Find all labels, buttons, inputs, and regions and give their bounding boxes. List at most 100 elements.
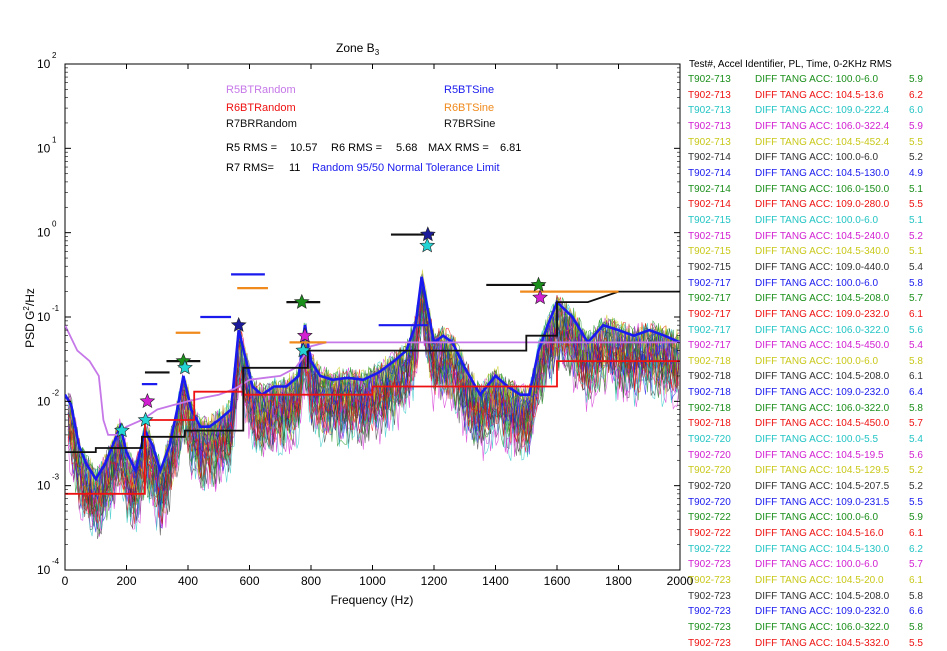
legend-test-id: T902-715 <box>688 244 731 260</box>
legend-accel-desc: DIFF TANG ACC: 106.0-150.0 <box>755 182 889 198</box>
inplot-legend-r7brrandom: R7BRRandom <box>226 118 297 130</box>
legend-accel-desc: DIFF TANG ACC: 106.0-322.0 <box>755 620 889 636</box>
x-tick-label: 0 <box>62 574 69 588</box>
legend-test-id: T902-723 <box>688 573 731 589</box>
legend-accel-desc: DIFF TANG ACC: 100.0-6.0 <box>755 72 878 88</box>
legend-accel-desc: DIFF TANG ACC: 104.5-452.4 <box>755 135 889 151</box>
legend-accel-desc: DIFF TANG ACC: 109.0-232.0 <box>755 307 889 323</box>
legend-test-id: T902-723 <box>688 557 731 573</box>
legend-rms: 6.1 <box>909 307 923 323</box>
legend-test-id: T902-722 <box>688 526 731 542</box>
legend-accel-desc: DIFF TANG ACC: 104.5-332.0 <box>755 636 889 651</box>
legend-rms: 6.2 <box>909 88 923 104</box>
legend-test-id: T902-713 <box>688 88 731 104</box>
y-tick-exponent: 0 <box>52 220 57 229</box>
legend-test-id: T902-720 <box>688 479 731 495</box>
legend-rms: 5.1 <box>909 182 923 198</box>
legend-rms: 5.7 <box>909 291 923 307</box>
y-tick-exponent: 2 <box>52 51 57 60</box>
legend-rms: 6.1 <box>909 573 923 589</box>
legend-accel-desc: DIFF TANG ACC: 104.5-20.0 <box>755 573 884 589</box>
legend-rms: 5.2 <box>909 150 923 166</box>
legend-test-id: T902-720 <box>688 463 731 479</box>
x-tick-label: 1200 <box>421 574 448 588</box>
legend-rms: 5.4 <box>909 260 923 276</box>
legend-rms: 5.8 <box>909 401 923 417</box>
legend-accel-desc: DIFF TANG ACC: 106.0-322.0 <box>755 323 889 339</box>
y-tick-label: 10 <box>37 563 51 577</box>
legend-test-id: T902-720 <box>688 432 731 448</box>
legend-rms: 5.9 <box>909 119 923 135</box>
legend-rms: 5.9 <box>909 72 923 88</box>
legend-accel-desc: DIFF TANG ACC: 104.5-129.5 <box>755 463 889 479</box>
legend-test-id: T902-723 <box>688 589 731 605</box>
legend-rms: 6.1 <box>909 526 923 542</box>
x-tick-label: 200 <box>116 574 136 588</box>
legend-test-id: T902-714 <box>688 197 731 213</box>
inplot-legend-r5btrandom: R5BTRandom <box>226 84 296 96</box>
legend-test-id: T902-714 <box>688 166 731 182</box>
legend-rms: 5.2 <box>909 479 923 495</box>
x-axis-label: Frequency (Hz) <box>331 593 414 607</box>
legend-test-id: T902-714 <box>688 150 731 166</box>
legend-rms: 5.8 <box>909 620 923 636</box>
legend-accel-desc: DIFF TANG ACC: 109.0-232.0 <box>755 604 889 620</box>
legend-test-id: T902-717 <box>688 307 731 323</box>
y-tick-label: 10 <box>37 310 51 324</box>
legend-accel-desc: DIFF TANG ACC: 104.5-207.5 <box>755 479 889 495</box>
legend-test-id: T902-713 <box>688 119 731 135</box>
x-tick-label: 1000 <box>359 574 386 588</box>
legend-accel-desc: DIFF TANG ACC: 104.5-130.0 <box>755 166 889 182</box>
legend-accel-desc: DIFF TANG ACC: 104.5-208.0 <box>755 589 889 605</box>
legend-test-id: T902-717 <box>688 338 731 354</box>
legend-rms: 6.4 <box>909 385 923 401</box>
legend-test-id: T902-718 <box>688 385 731 401</box>
legend-rms: 5.4 <box>909 338 923 354</box>
legend-rms: 5.5 <box>909 495 923 511</box>
x-tick-label: 800 <box>301 574 321 588</box>
legend-rms: 6.6 <box>909 604 923 620</box>
legend-rms: 5.7 <box>909 557 923 573</box>
legend-rms: 5.1 <box>909 213 923 229</box>
y-tick-label: 10 <box>37 479 51 493</box>
x-tick-label: 1800 <box>605 574 632 588</box>
chart-title: Zone B3 <box>336 41 380 57</box>
legend-rms: 5.1 <box>909 244 923 260</box>
legend-accel-desc: DIFF TANG ACC: 100.0-6.0 <box>755 150 878 166</box>
y-tick-exponent: -1 <box>52 304 60 313</box>
y-tick-label: 10 <box>37 57 51 71</box>
legend-test-id: T902-718 <box>688 354 731 370</box>
legend-header: Test#, Accel Identifier, PL, Time, 0-2KH… <box>689 57 892 73</box>
legend-test-id: T902-717 <box>688 291 731 307</box>
legend-test-id: T902-715 <box>688 260 731 276</box>
legend-rms: 6.1 <box>909 369 923 385</box>
legend-accel-desc: DIFF TANG ACC: 100.0-5.5 <box>755 432 878 448</box>
legend-test-id: T902-720 <box>688 448 731 464</box>
x-tick-label: 1400 <box>482 574 509 588</box>
legend-accel-desc: DIFF TANG ACC: 104.5-13.6 <box>755 88 884 104</box>
legend-test-id: T902-723 <box>688 604 731 620</box>
legend-test-id: T902-722 <box>688 542 731 558</box>
legend-accel-desc: DIFF TANG ACC: 109.0-232.0 <box>755 385 889 401</box>
legend-accel-desc: DIFF TANG ACC: 109.0-222.4 <box>755 103 889 119</box>
legend-test-id: T902-717 <box>688 323 731 339</box>
inplot-legend-r5btsine: R5BTSine <box>444 84 494 96</box>
legend-rms: 5.7 <box>909 416 923 432</box>
y-tick-exponent: 1 <box>52 135 57 144</box>
legend-accel-desc: DIFF TANG ACC: 100.0-6.0 <box>755 557 878 573</box>
legend-rms: 6.2 <box>909 542 923 558</box>
legend-accel-desc: DIFF TANG ACC: 100.0-6.0 <box>755 354 878 370</box>
legend-test-id: T902-715 <box>688 229 731 245</box>
inplot-legend-r6btsine: R6BTSine <box>444 102 494 114</box>
y-axis-label: PSD G2/Hz <box>22 288 37 348</box>
x-tick-label: 400 <box>178 574 198 588</box>
legend-rms: 5.6 <box>909 323 923 339</box>
legend-accel-desc: DIFF TANG ACC: 104.5-450.0 <box>755 338 889 354</box>
legend-rms: 5.2 <box>909 463 923 479</box>
y-tick-exponent: -2 <box>52 388 60 397</box>
legend-accel-desc: DIFF TANG ACC: 104.5-130.0 <box>755 542 889 558</box>
y-tick-exponent: -4 <box>52 557 60 566</box>
legend-test-id: T902-715 <box>688 213 731 229</box>
